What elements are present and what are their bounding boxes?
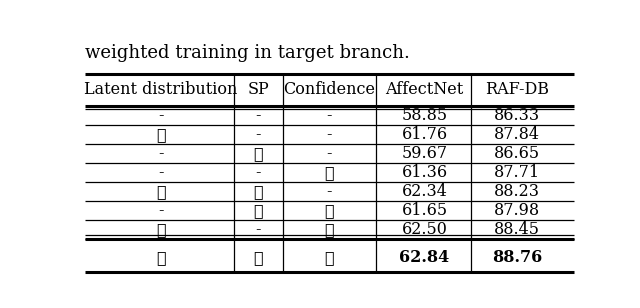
Text: 62.34: 62.34 (401, 183, 447, 200)
Text: SP: SP (248, 81, 269, 98)
Text: Confidence: Confidence (284, 81, 375, 98)
Text: -: - (255, 107, 261, 124)
Text: weighted training in target branch.: weighted training in target branch. (85, 44, 410, 62)
Text: 86.33: 86.33 (494, 107, 540, 124)
Text: ✓: ✓ (253, 145, 263, 162)
Text: -: - (158, 107, 163, 124)
Text: Latent distribution: Latent distribution (84, 81, 237, 98)
Text: 88.76: 88.76 (492, 249, 543, 266)
Text: -: - (158, 164, 163, 181)
Text: ✓: ✓ (324, 164, 334, 181)
Text: ✓: ✓ (156, 249, 166, 266)
Text: 61.76: 61.76 (401, 126, 447, 143)
Text: ✓: ✓ (156, 183, 166, 200)
Text: 62.50: 62.50 (401, 221, 447, 238)
Text: 87.84: 87.84 (494, 126, 540, 143)
Text: -: - (158, 202, 163, 219)
Text: 87.71: 87.71 (494, 164, 540, 181)
Text: 87.98: 87.98 (494, 202, 540, 219)
Text: ✓: ✓ (156, 221, 166, 238)
Text: 62.84: 62.84 (399, 249, 450, 266)
Text: -: - (326, 126, 332, 143)
Text: ✓: ✓ (324, 202, 334, 219)
Text: 58.85: 58.85 (401, 107, 447, 124)
Text: ✓: ✓ (324, 221, 334, 238)
Text: -: - (326, 145, 332, 162)
Text: ✓: ✓ (156, 126, 166, 143)
Text: ✓: ✓ (253, 249, 263, 266)
Text: 61.65: 61.65 (401, 202, 447, 219)
Text: 86.65: 86.65 (494, 145, 540, 162)
Text: -: - (255, 221, 261, 238)
Text: 61.36: 61.36 (401, 164, 447, 181)
Text: RAF-DB: RAF-DB (485, 81, 549, 98)
Text: -: - (158, 145, 163, 162)
Text: AffectNet: AffectNet (385, 81, 463, 98)
Text: 59.67: 59.67 (401, 145, 447, 162)
Text: 88.23: 88.23 (494, 183, 540, 200)
Text: -: - (326, 183, 332, 200)
Text: -: - (326, 107, 332, 124)
Text: 88.45: 88.45 (494, 221, 540, 238)
Text: ✓: ✓ (253, 202, 263, 219)
Text: ✓: ✓ (324, 249, 334, 266)
Text: -: - (255, 164, 261, 181)
Text: -: - (255, 126, 261, 143)
Text: ✓: ✓ (253, 183, 263, 200)
